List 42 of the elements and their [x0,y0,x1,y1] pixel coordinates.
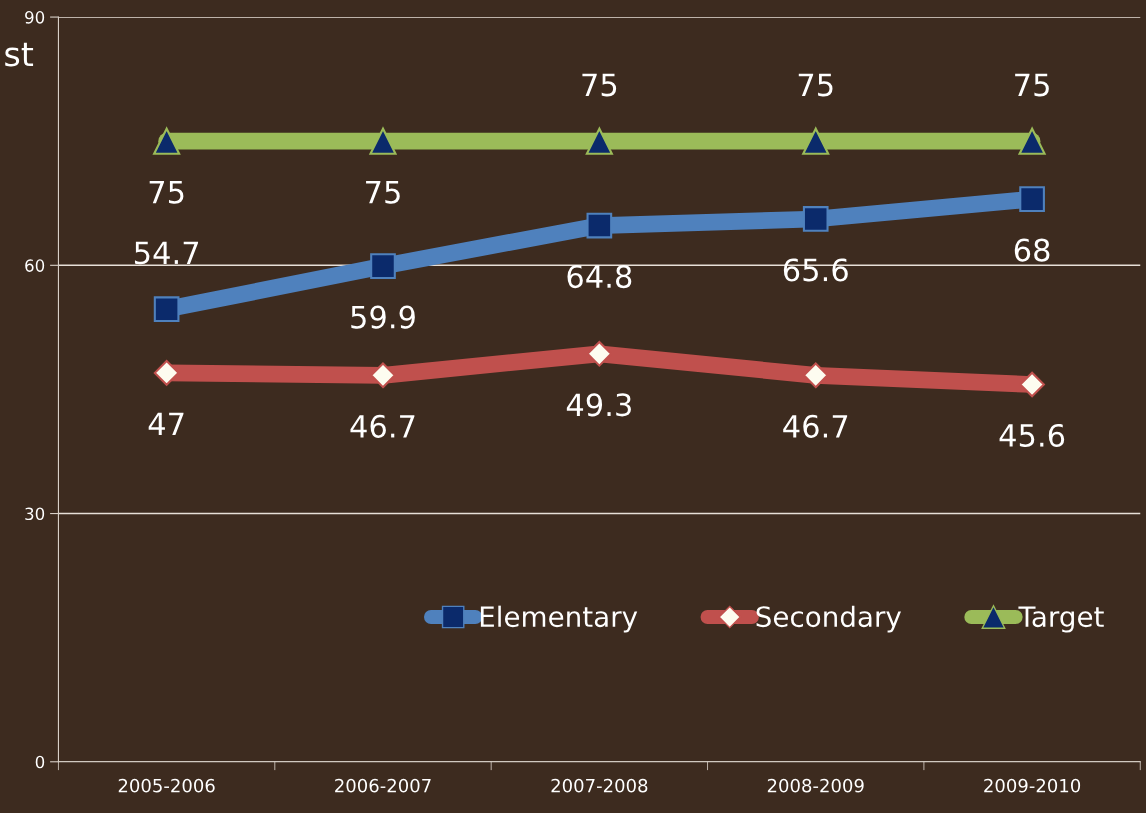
data-label: 68 [1014,238,1050,262]
data-label: 75 [366,181,400,204]
point [370,253,396,279]
point [153,127,181,155]
data-label: 45.6 [999,423,1065,447]
data-label: 46.7 [350,414,415,438]
y-tick-label: 60 [25,259,45,272]
y-tick-label: 30 [25,507,45,521]
point [586,341,613,367]
x-tick-label: 2007-2008 [551,778,648,793]
point [369,127,397,155]
x-tick-label: 2006-2007 [335,778,431,793]
y-tick-label: 90 [25,11,45,24]
legend-label: Elementary [480,605,638,633]
data-label: 54.7 [134,241,199,265]
legend-label: Secondary [756,605,901,633]
legend-label: Target [1018,606,1104,633]
point [1018,127,1046,155]
text: st [5,42,34,67]
data-label: 59.9 [351,305,415,329]
data-label: 75 [582,73,617,97]
point [802,127,830,155]
data-label: 49.3 [566,393,631,417]
data-label: 75 [149,181,184,204]
data-label: 75 [1015,73,1049,97]
point [802,362,829,389]
point [153,360,180,386]
data-label: 64.8 [567,265,632,289]
point [1019,371,1045,398]
data-label: 46.7 [783,414,848,438]
point [586,212,613,239]
point [153,296,180,323]
data-label: 75 [798,73,833,97]
x-tick-label: 2009-2010 [984,778,1081,793]
y-tick-label: 0 [35,755,45,769]
point [585,127,613,155]
point [1019,186,1045,212]
data-label: 47 [148,412,184,435]
x-tick-label: 2008-2009 [767,778,864,793]
x-tick-label: 2005-2006 [118,778,215,793]
point [370,362,396,389]
point [802,206,829,232]
